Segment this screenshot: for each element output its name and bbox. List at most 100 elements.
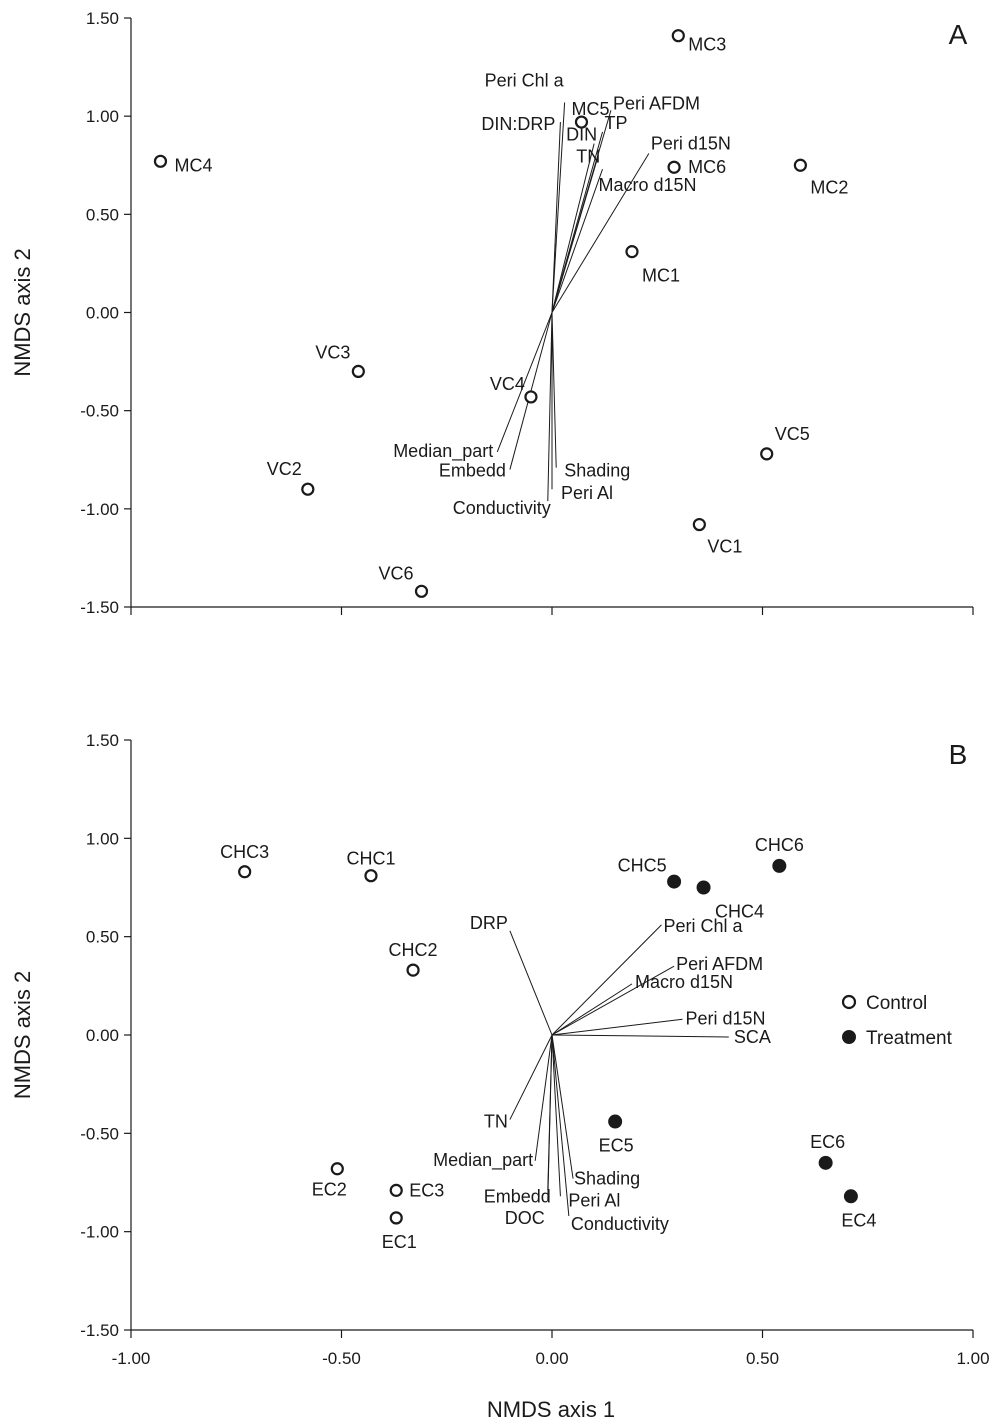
panel-a-vector-peri-d15n [551,153,650,313]
panel-a-y-tick-label: -1.00 [80,500,119,519]
panel-b-y-tick-label: -1.50 [80,1321,119,1340]
panel-b-point-chc2 [406,963,420,977]
panel-b-point-chc3 [238,865,252,879]
panel-a-point-mc4 [153,154,168,168]
panel-b-point-label-chc5: CHC5 [618,856,667,876]
panel-b-vector-shading [551,1034,574,1179]
panel-b-point-label-chc2: CHC2 [389,940,438,960]
panel-a: 1.50 1.00 0.50 0.00 -0.50 -1.00 -1.50 NMDS axis… [10,9,974,617]
panel-a-vector-label-tn: TN [576,146,600,166]
panel-a-y-tick-label: 1.00 [86,107,119,126]
panel-a-y-tick-label: -1.50 [80,598,119,617]
panel-b-point-chc6 [772,858,787,873]
panel-b-y-tick-label: 0.50 [86,928,119,947]
panel-b-point-label-ec6: EC6 [810,1132,845,1152]
panel-a-point-vc3 [351,364,365,378]
panel-b-vector-macro-d15n [551,983,633,1036]
panel-b-x-tick-label: -0.50 [322,1349,361,1368]
panel-a-vector-label-conductivity: Conductivity [453,498,551,518]
panel-b-vector-median-part [534,1034,553,1161]
panel-a-vector-label-din-drp: DIN:DRP [481,114,555,134]
panel-a-point-label-mc4: MC4 [174,155,212,175]
panel-a-point-mc6 [667,160,681,174]
panel-b-vector-sca [551,1034,729,1038]
panel-b-point-label-ec2: EC2 [312,1180,347,1200]
panel-b-point-label-chc6: CHC6 [755,835,804,855]
panel-b-vector-drp [509,930,553,1036]
panel-b-vector-tn [509,1034,553,1120]
panel-b-vector-label-peri-chl-a: Peri Chl a [663,916,743,936]
legend-marker-treatment [842,1030,856,1044]
panel-a-point-mc5 [574,115,589,129]
panel-a-point-label-vc2: VC2 [267,459,302,479]
panel-b-y-tick-label: 0.00 [86,1026,119,1045]
panel-b-vector-peri-d15n [551,1018,683,1036]
panel-b-y-tick-label: 1.50 [86,731,119,750]
panel-b-vector-conductivity [551,1034,570,1216]
panel-a-y-tick-label: 0.50 [86,205,119,224]
panel-a-vector-label-peri-afdm: Peri AFDM [613,93,700,113]
panel-b-vector-label-median-part: Median_part [433,1150,533,1171]
panel-a-point-label-mc1: MC1 [642,266,680,286]
panel-a-point-mc3 [671,29,685,43]
panel-b-vector-label-conductivity: Conductivity [571,1214,669,1234]
panel-b-vector-doc [547,1034,553,1201]
panel-b-x-tick-label: 0.50 [746,1349,779,1368]
panel-b-x-tick-label: 0.00 [535,1349,568,1368]
panel-b-vector-label-peri-al: Peri Al [568,1190,620,1210]
panel-a-vector-peri-chl-a [551,102,566,313]
panel-a-label: A [949,19,968,50]
panel-a-vector-macro-d15n [551,169,603,313]
panel-a-point-label-mc3: MC3 [688,35,726,55]
panel-a-vector-median-part [496,312,553,453]
panel-b-vector-label-sca: SCA [734,1027,771,1047]
panel-b-point-label-chc3: CHC3 [220,842,269,862]
panel-a-point-vc2 [301,482,315,496]
panel-a-vector-label-median-part: Median_part [393,441,493,462]
panel-b-x-tick-label: 1.00 [956,1349,989,1368]
panel-a-point-label-vc4: VC4 [490,374,525,394]
panel-b-point-ec2 [330,1162,344,1176]
panel-b-point-chc1 [364,869,378,883]
panel-a-vector-conductivity [547,312,553,501]
panel-b-point-label-ec4: EC4 [841,1210,876,1230]
panel-a-vector-label-peri-al: Peri Al [561,483,613,503]
panel-a-point-vc1 [692,517,706,532]
panel-a-point-label-mc6: MC6 [688,157,726,177]
panel-b-point-label-ec3: EC3 [409,1180,444,1200]
panel-b-point-ec3 [389,1183,403,1197]
panel-b-point-label-ec1: EC1 [382,1232,417,1252]
panel-a-point-label-mc5: MC5 [571,99,609,119]
panel-a-vector-tn [551,155,599,313]
panel-b-vector-label-macro-d15n: Macro d15N [635,972,733,992]
panel-b: 1.50 1.00 0.50 0.00 -0.50 -1.00 -1.50 -1.00 -0.5… [10,731,990,1422]
panel-a-vector-label-tp: TP [605,113,628,133]
panel-b-y-tick-label: -1.00 [80,1223,119,1242]
panel-b-label: B [949,739,968,770]
panel-b-point-ec1 [389,1211,403,1225]
panel-b-point-label-chc1: CHC1 [346,849,395,869]
panel-b-vector-label-embedd: Embedd [484,1186,551,1206]
panel-a-point-label-vc5: VC5 [775,424,810,444]
panel-b-vector-label-tn: TN [484,1112,508,1132]
panel-a-vector-label-din: DIN [566,125,597,145]
panel-b-point-ec6 [818,1155,833,1170]
panel-a-vector-label-shading: Shading [564,461,630,481]
panel-a-vector-label-embedd: Embedd [439,461,506,481]
panel-a-y-tick-label: -0.50 [80,402,119,421]
panel-b-point-ec4 [843,1189,858,1204]
panel-b-point-chc5 [667,874,682,889]
panel-a-point-label-vc6: VC6 [378,563,413,583]
panel-a-vector-shading [551,312,557,468]
panel-b-y-tick-label: -0.50 [80,1124,119,1143]
panel-b-x-tick-label: -1.00 [112,1349,151,1368]
panel-b-vector-peri-chl-a [551,924,662,1036]
panel-b-vector-label-peri-d15n: Peri d15N [686,1008,766,1028]
legend-marker-control [841,994,857,1010]
panel-b-x-axis-label: NMDS axis 1 [487,1397,615,1422]
panel-b-point-label-chc4: CHC4 [715,902,764,922]
panel-a-point-label-vc3: VC3 [315,342,350,362]
panel-a-y-tick-label: 0.00 [86,304,119,323]
panel-b-vector-peri-afdm [551,965,675,1036]
panel-a-point-vc5 [760,447,774,461]
